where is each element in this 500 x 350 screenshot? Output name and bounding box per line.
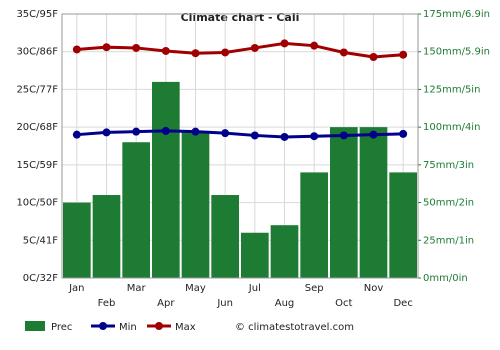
y2-tick-label: 100mm/4in <box>423 122 480 133</box>
point <box>191 127 200 136</box>
bar <box>270 225 299 278</box>
point <box>221 48 230 57</box>
bar <box>181 131 210 278</box>
point <box>102 128 111 137</box>
line <box>76 41 404 59</box>
bar <box>92 195 121 278</box>
y2-tick-label: 50mm/2in <box>423 198 474 209</box>
point <box>339 131 348 140</box>
point <box>280 132 289 141</box>
y2-tick-label: 25mm/1in <box>423 235 474 246</box>
x-tick-label: Jun <box>216 298 233 309</box>
y-tick-label: 15C/59F <box>16 160 58 171</box>
x-tick-label: Oct <box>335 298 352 309</box>
y2-tick-label: 0mm/0in <box>423 273 468 284</box>
point <box>102 43 111 52</box>
x-tick-label: Jul <box>248 283 261 294</box>
x-tick-label: Aug <box>275 298 295 309</box>
point <box>339 48 348 57</box>
point <box>280 39 289 48</box>
bar <box>152 81 180 278</box>
point <box>250 131 259 140</box>
chart-title: Climate chart - Cali <box>181 11 300 24</box>
point <box>369 130 378 139</box>
watermark: © climatestotravel.com <box>235 322 354 333</box>
x-tick-label: May <box>185 283 206 294</box>
line <box>76 129 404 139</box>
point <box>310 41 319 50</box>
y2-tick-label: 150mm/5.9in <box>423 47 490 58</box>
y2-tick-label: 175mm/6.9in <box>423 9 490 20</box>
y-tick-label: 25C/77F <box>16 84 58 95</box>
legend-label: Prec <box>51 322 72 333</box>
x-tick-label: Feb <box>98 298 116 309</box>
point <box>399 50 408 59</box>
x-tick-label: Mar <box>127 283 147 294</box>
point <box>191 49 200 58</box>
point <box>399 129 408 138</box>
point <box>72 130 81 139</box>
bar <box>359 127 388 279</box>
point <box>132 43 141 52</box>
point <box>161 126 170 135</box>
point <box>72 45 81 54</box>
x-tick-label: Dec <box>393 298 412 309</box>
x-tick-label: Jan <box>68 283 84 294</box>
point <box>369 52 378 61</box>
y-tick-label: 10C/50F <box>16 198 58 209</box>
legend-label: Min <box>119 322 137 333</box>
bar <box>241 232 269 278</box>
bar <box>389 172 417 278</box>
legend-swatch <box>155 322 163 330</box>
bar <box>63 202 91 278</box>
point <box>310 132 319 141</box>
y-tick-label: 20C/68F <box>16 122 58 133</box>
point <box>221 129 230 138</box>
point <box>250 43 259 52</box>
y-tick-label: 5C/41F <box>23 235 58 246</box>
point <box>132 127 141 136</box>
y-tick-label: 35C/95F <box>16 9 58 20</box>
bar <box>300 172 328 278</box>
bar <box>330 127 358 279</box>
bar <box>211 195 239 278</box>
point <box>161 46 170 55</box>
legend-label: Max <box>175 322 196 333</box>
x-tick-label: Nov <box>364 283 384 294</box>
bar <box>122 142 150 278</box>
y-tick-label: 0C/32F <box>23 273 58 284</box>
x-tick-label: Sep <box>305 283 324 294</box>
y2-tick-label: 75mm/3in <box>423 160 474 171</box>
plot-border <box>61 13 419 279</box>
y2-tick-label: 125mm/5in <box>423 84 480 95</box>
x-tick-label: Apr <box>157 298 175 309</box>
legend-swatch <box>99 322 107 330</box>
y-tick-label: 30C/86F <box>16 47 58 58</box>
legend-swatch <box>25 321 45 331</box>
